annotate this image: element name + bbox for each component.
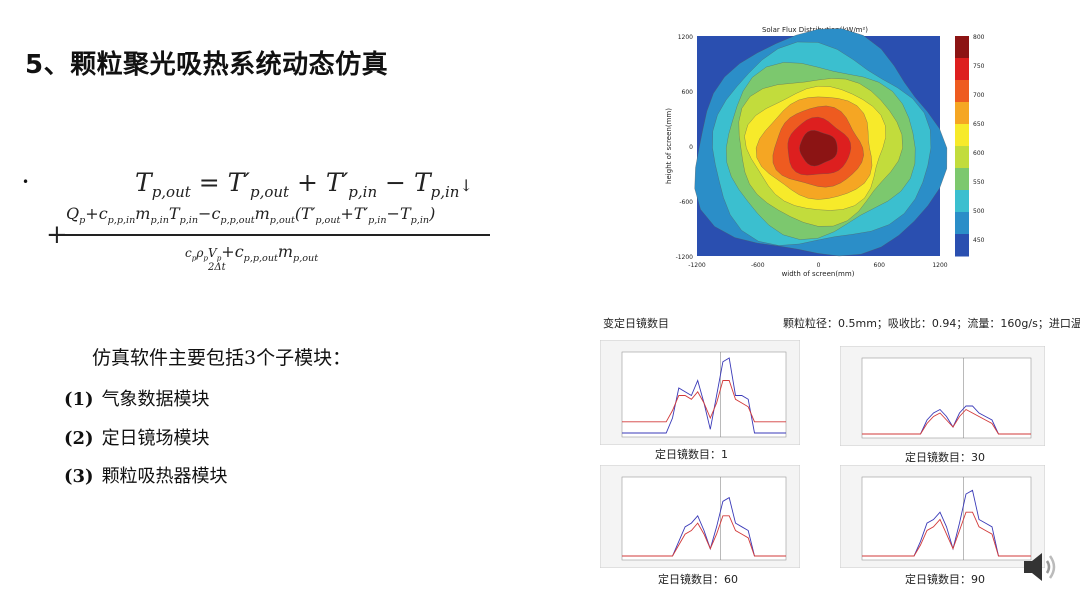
simulation-params: 颗粒粒径：0.5mm；吸收比：0.94；流量：160g/s；进口温度：25℃ (783, 317, 1080, 330)
module-label: 颗粒吸热器模块 (101, 466, 228, 487)
flux-colorbar-tick: 700 (973, 92, 985, 99)
flux-colorbar-segment (955, 234, 969, 257)
flux-x-tick: 1200 (932, 262, 947, 269)
flux-xlabel: width of screen(mm) (782, 270, 855, 278)
sim-panel-4 (840, 465, 1045, 568)
flux-y-tick: -1200 (676, 254, 694, 261)
panel-plot-area (861, 476, 1032, 561)
speaker-icon[interactable] (1018, 545, 1062, 589)
flux-contours (694, 28, 948, 257)
flux-x-tick: 600 (874, 262, 886, 269)
module-number: (2) (64, 428, 94, 449)
panel-series-line (622, 380, 786, 423)
panel-plot-area (621, 476, 787, 561)
panel-series-line (862, 511, 1031, 557)
flux-y-ticks: 1200 600 0 -600 -1200 (676, 34, 694, 261)
formula-denominator: cpρpVp+cp,p,outmp,out (185, 242, 319, 265)
formula-denominator-dt: 2Δt (208, 262, 226, 273)
flux-contour-band (799, 130, 838, 167)
flux-y-tick: 600 (682, 89, 694, 96)
flux-colorbar-segment (955, 80, 969, 103)
flux-colorbar-segment (955, 36, 969, 59)
flux-y-tick: 1200 (678, 34, 693, 41)
module-item: (2) 定日镜场模块 (64, 424, 210, 450)
flux-x-tick: -1200 (688, 262, 706, 269)
flux-colorbar-segment (955, 168, 969, 191)
flux-colorbar-tick: 450 (973, 237, 985, 244)
flux-colorbar-tick: 800 (973, 34, 985, 41)
module-label: 气象数据模块 (101, 389, 210, 410)
panel-plot-area (621, 351, 787, 438)
sim-panel-2 (840, 346, 1045, 446)
flux-plot-area (694, 28, 948, 257)
flux-colorbar-segment (955, 146, 969, 169)
flux-y-tick: 0 (689, 144, 693, 151)
formula-numerator: Qp+cp,p,inmp,inTp,in−cp,p,outmp,out(T′p,… (66, 204, 436, 227)
formula-plus: + (46, 220, 68, 250)
flux-colorbar-segment (955, 212, 969, 235)
panel-caption: 定日镜数目：1 (655, 448, 728, 461)
flux-colorbar-segment (955, 102, 969, 125)
sim-panel-1 (600, 340, 800, 445)
flux-y-tick: -600 (679, 199, 693, 206)
panel-series-line (622, 515, 786, 557)
formula-line-1: Tp,out = T′p,out + T′p,in − Tp,in↓ (135, 168, 473, 201)
flux-colorbar-ticks: 800 750 700 650 600 550 500 450 (973, 34, 985, 244)
flux-colorbar-tick: 550 (973, 179, 985, 186)
module-number: (3) (64, 466, 94, 487)
flux-colorbar-tick: 600 (973, 150, 985, 157)
flux-colorbar-segment (955, 58, 969, 81)
formula-fraction-bar (64, 234, 490, 236)
slide-title: 5、颗粒聚光吸热系统动态仿真 (25, 50, 389, 80)
module-label: 定日镜场模块 (101, 428, 210, 449)
flux-colorbar (955, 36, 969, 257)
flux-x-tick: -600 (751, 262, 765, 269)
panel-plot-area (861, 357, 1032, 439)
flux-x-tick: 0 (817, 262, 821, 269)
flux-colorbar-segment (955, 190, 969, 213)
sim-panel-3 (600, 465, 800, 568)
intro-text: 仿真软件主要包括3个子模块： (92, 347, 352, 369)
energy-balance-formula: Tp,out = T′p,out + T′p,in − Tp,in↓ + Qp+… (40, 160, 510, 290)
flux-colorbar-tick: 750 (973, 63, 985, 70)
flux-colorbar-tick: 500 (973, 208, 985, 215)
simulation-heading: 变定日镜数目 (603, 317, 669, 330)
flux-colorbar-tick: 650 (973, 121, 985, 128)
panel-caption: 定日镜数目：60 (658, 573, 738, 586)
panel-series-line (862, 408, 1031, 435)
module-item: (1) 气象数据模块 (64, 385, 210, 411)
flux-contour-chart: Solar Flux Distribution(kW/m²) -1200-600… (665, 26, 985, 278)
module-item: (3) 颗粒吸热器模块 (64, 462, 228, 488)
flux-x-ticks: -1200 -600 0 600 1200 (688, 262, 948, 269)
panel-caption: 定日镜数目：90 (905, 573, 985, 586)
panel-caption: 定日镜数目：30 (905, 451, 985, 464)
flux-ylabel: height of screen(mm) (665, 108, 673, 184)
bullet-dot: • (22, 175, 30, 189)
module-number: (1) (64, 389, 94, 410)
flux-colorbar-segment (955, 124, 969, 147)
